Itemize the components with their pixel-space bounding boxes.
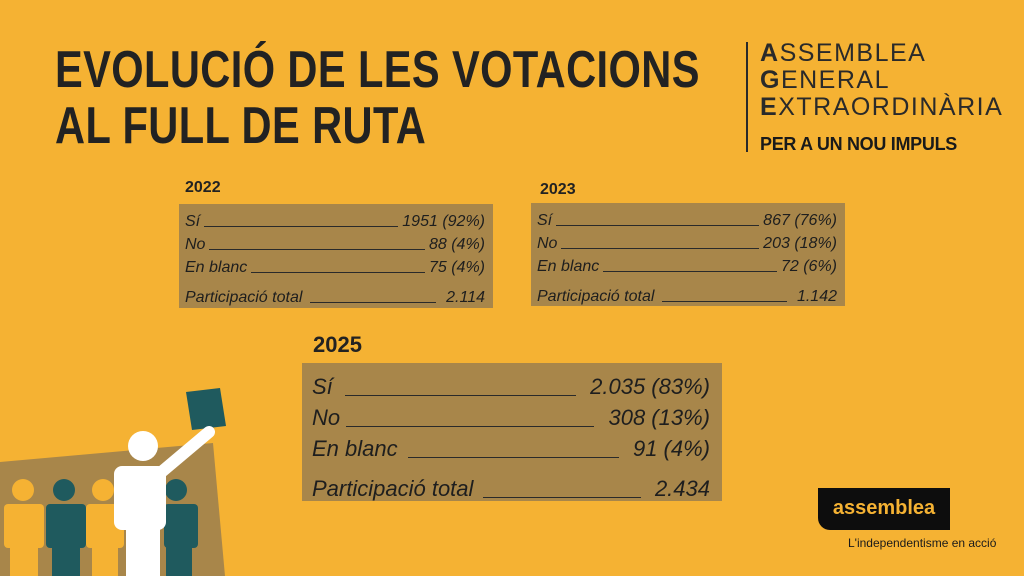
results-box-2022: Sí 1951 (92%) No 88 (4%) En blanc 75 (4%) P…	[179, 204, 493, 308]
leader-line	[662, 301, 787, 302]
row-value: 91 (4%)	[632, 436, 710, 461]
row-value: 75 (4%)	[428, 259, 485, 276]
result-row-total: Participació total 2.434	[312, 462, 710, 502]
row-label: En blanc	[185, 259, 248, 276]
year-label-2025: 2025	[313, 332, 362, 357]
title-line-1: EVOLUCIÓ DE LES VOTACIONS	[55, 41, 700, 99]
leader-line	[204, 226, 399, 227]
leader-line	[556, 225, 760, 226]
page-title: EVOLUCIÓ DE LES VOTACIONS AL FULL DE RUT…	[55, 42, 700, 154]
leader-line	[603, 271, 777, 272]
result-row: No 308 (13%)	[312, 400, 710, 431]
row-label: Sí	[312, 374, 333, 399]
row-label: No	[312, 405, 341, 430]
row-label: No	[537, 235, 558, 252]
row-label: En blanc	[537, 258, 600, 275]
result-row: No 88 (4%)	[185, 231, 485, 254]
year-label-2022: 2022	[185, 179, 221, 196]
result-row: No 203 (18%)	[537, 230, 837, 253]
row-label: Participació total	[537, 288, 655, 305]
year-label-2023: 2023	[540, 181, 576, 198]
initial: A	[760, 39, 780, 67]
row-label: Sí	[185, 213, 201, 230]
word: ENERAL	[780, 66, 890, 94]
assemblea-logo: assemblea	[818, 488, 950, 530]
leader-line	[407, 457, 619, 458]
row-value: 1951 (92%)	[402, 213, 485, 230]
leader-line	[251, 272, 425, 273]
row-label: No	[185, 236, 206, 253]
result-row: Sí 2.035 (83%)	[312, 369, 710, 400]
divider	[746, 42, 748, 152]
row-value: 72 (6%)	[780, 258, 837, 275]
initial: G	[760, 66, 781, 94]
row-value: 1.142	[796, 288, 837, 305]
leader-line	[310, 302, 437, 303]
leader-line	[209, 249, 425, 250]
row-value: 203 (18%)	[763, 235, 837, 252]
leader-line	[483, 497, 641, 498]
title-line-2: AL FULL DE RUTA	[55, 97, 427, 155]
row-value: 308 (13%)	[608, 405, 710, 430]
row-label: Participació total	[185, 289, 303, 306]
initial: E	[760, 93, 779, 121]
leader-line	[344, 395, 577, 396]
result-row: Sí 867 (76%)	[537, 207, 837, 230]
row-label: Participació total	[312, 476, 474, 501]
people-voting-icon	[0, 388, 226, 576]
results-box-2025: Sí 2.035 (83%) No 308 (13%) En blanc 91 (4%…	[302, 363, 722, 501]
result-row: Sí 1951 (92%)	[185, 208, 485, 231]
row-label: Sí	[537, 212, 553, 229]
slogan: L'independentisme en acció	[848, 536, 997, 550]
row-label: En blanc	[312, 436, 398, 461]
leader-line	[346, 426, 595, 427]
row-value: 2.434	[654, 476, 710, 501]
result-row: En blanc 91 (4%)	[312, 431, 710, 462]
event-name: ASSEMBLEA GENERAL EXTRAORDINÀRIA	[760, 40, 1003, 121]
row-value: 88 (4%)	[428, 236, 485, 253]
row-value: 2.114	[446, 289, 485, 306]
result-row-total: Participació total 2.114	[185, 277, 485, 307]
row-value: 867 (76%)	[763, 212, 837, 229]
result-row-total: Participació total 1.142	[537, 276, 837, 306]
result-row: En blanc 75 (4%)	[185, 254, 485, 277]
word: XTRAORDINÀRIA	[778, 93, 1004, 121]
results-box-2023: Sí 867 (76%) No 203 (18%) En blanc 72 (6%) …	[531, 203, 845, 306]
row-value: 2.035 (83%)	[590, 374, 710, 399]
event-tagline: PER A UN NOU IMPULS	[760, 134, 957, 154]
leader-line	[561, 248, 760, 249]
word: SSEMBLEA	[779, 39, 927, 67]
result-row: En blanc 72 (6%)	[537, 253, 837, 276]
